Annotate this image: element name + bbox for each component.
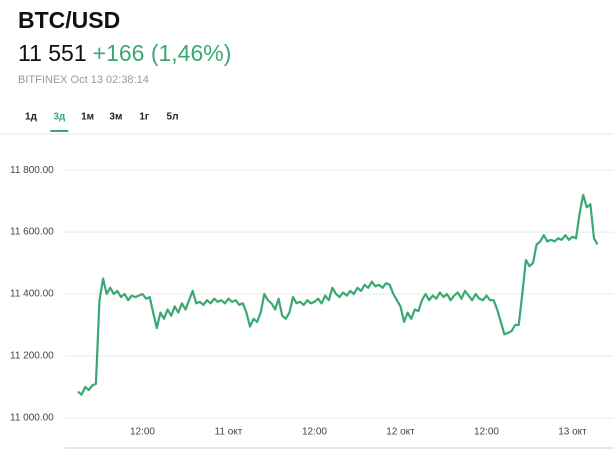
price: 11 551	[18, 40, 87, 66]
x-tick-label: 13 окт	[558, 427, 587, 438]
change: +166 (1,46%)	[93, 40, 232, 66]
tab[interactable]: 5л	[167, 112, 179, 123]
y-tick-label: 11 600.00	[10, 227, 54, 238]
y-tick-label: 11 200.00	[10, 351, 54, 362]
price-line	[77, 193, 599, 396]
source: BITFINEX Oct 13 02:38:14	[18, 74, 149, 86]
title: BTC/USD	[18, 7, 120, 33]
x-tick-label: 12:00	[474, 427, 499, 438]
y-tick-label: 11 000.00	[10, 413, 54, 424]
tab[interactable]: 1г	[139, 112, 149, 123]
y-tick-label: 11 800.00	[10, 165, 54, 176]
x-tick-label: 12:00	[302, 427, 327, 438]
tabs: 1д 3д 1м 3м 1г 5л	[25, 112, 179, 132]
x-tick-label: 12 окт	[386, 427, 415, 438]
x-tick-label: 12:00	[130, 427, 155, 438]
tab[interactable]: 1м	[81, 112, 94, 123]
tab[interactable]: 3м	[109, 112, 122, 123]
tab[interactable]: 1д	[25, 112, 38, 123]
y-tick-label: 11 400.00	[10, 289, 54, 300]
tab[interactable]: 3д	[53, 112, 66, 123]
x-tick-label: 11 окт	[215, 427, 243, 438]
